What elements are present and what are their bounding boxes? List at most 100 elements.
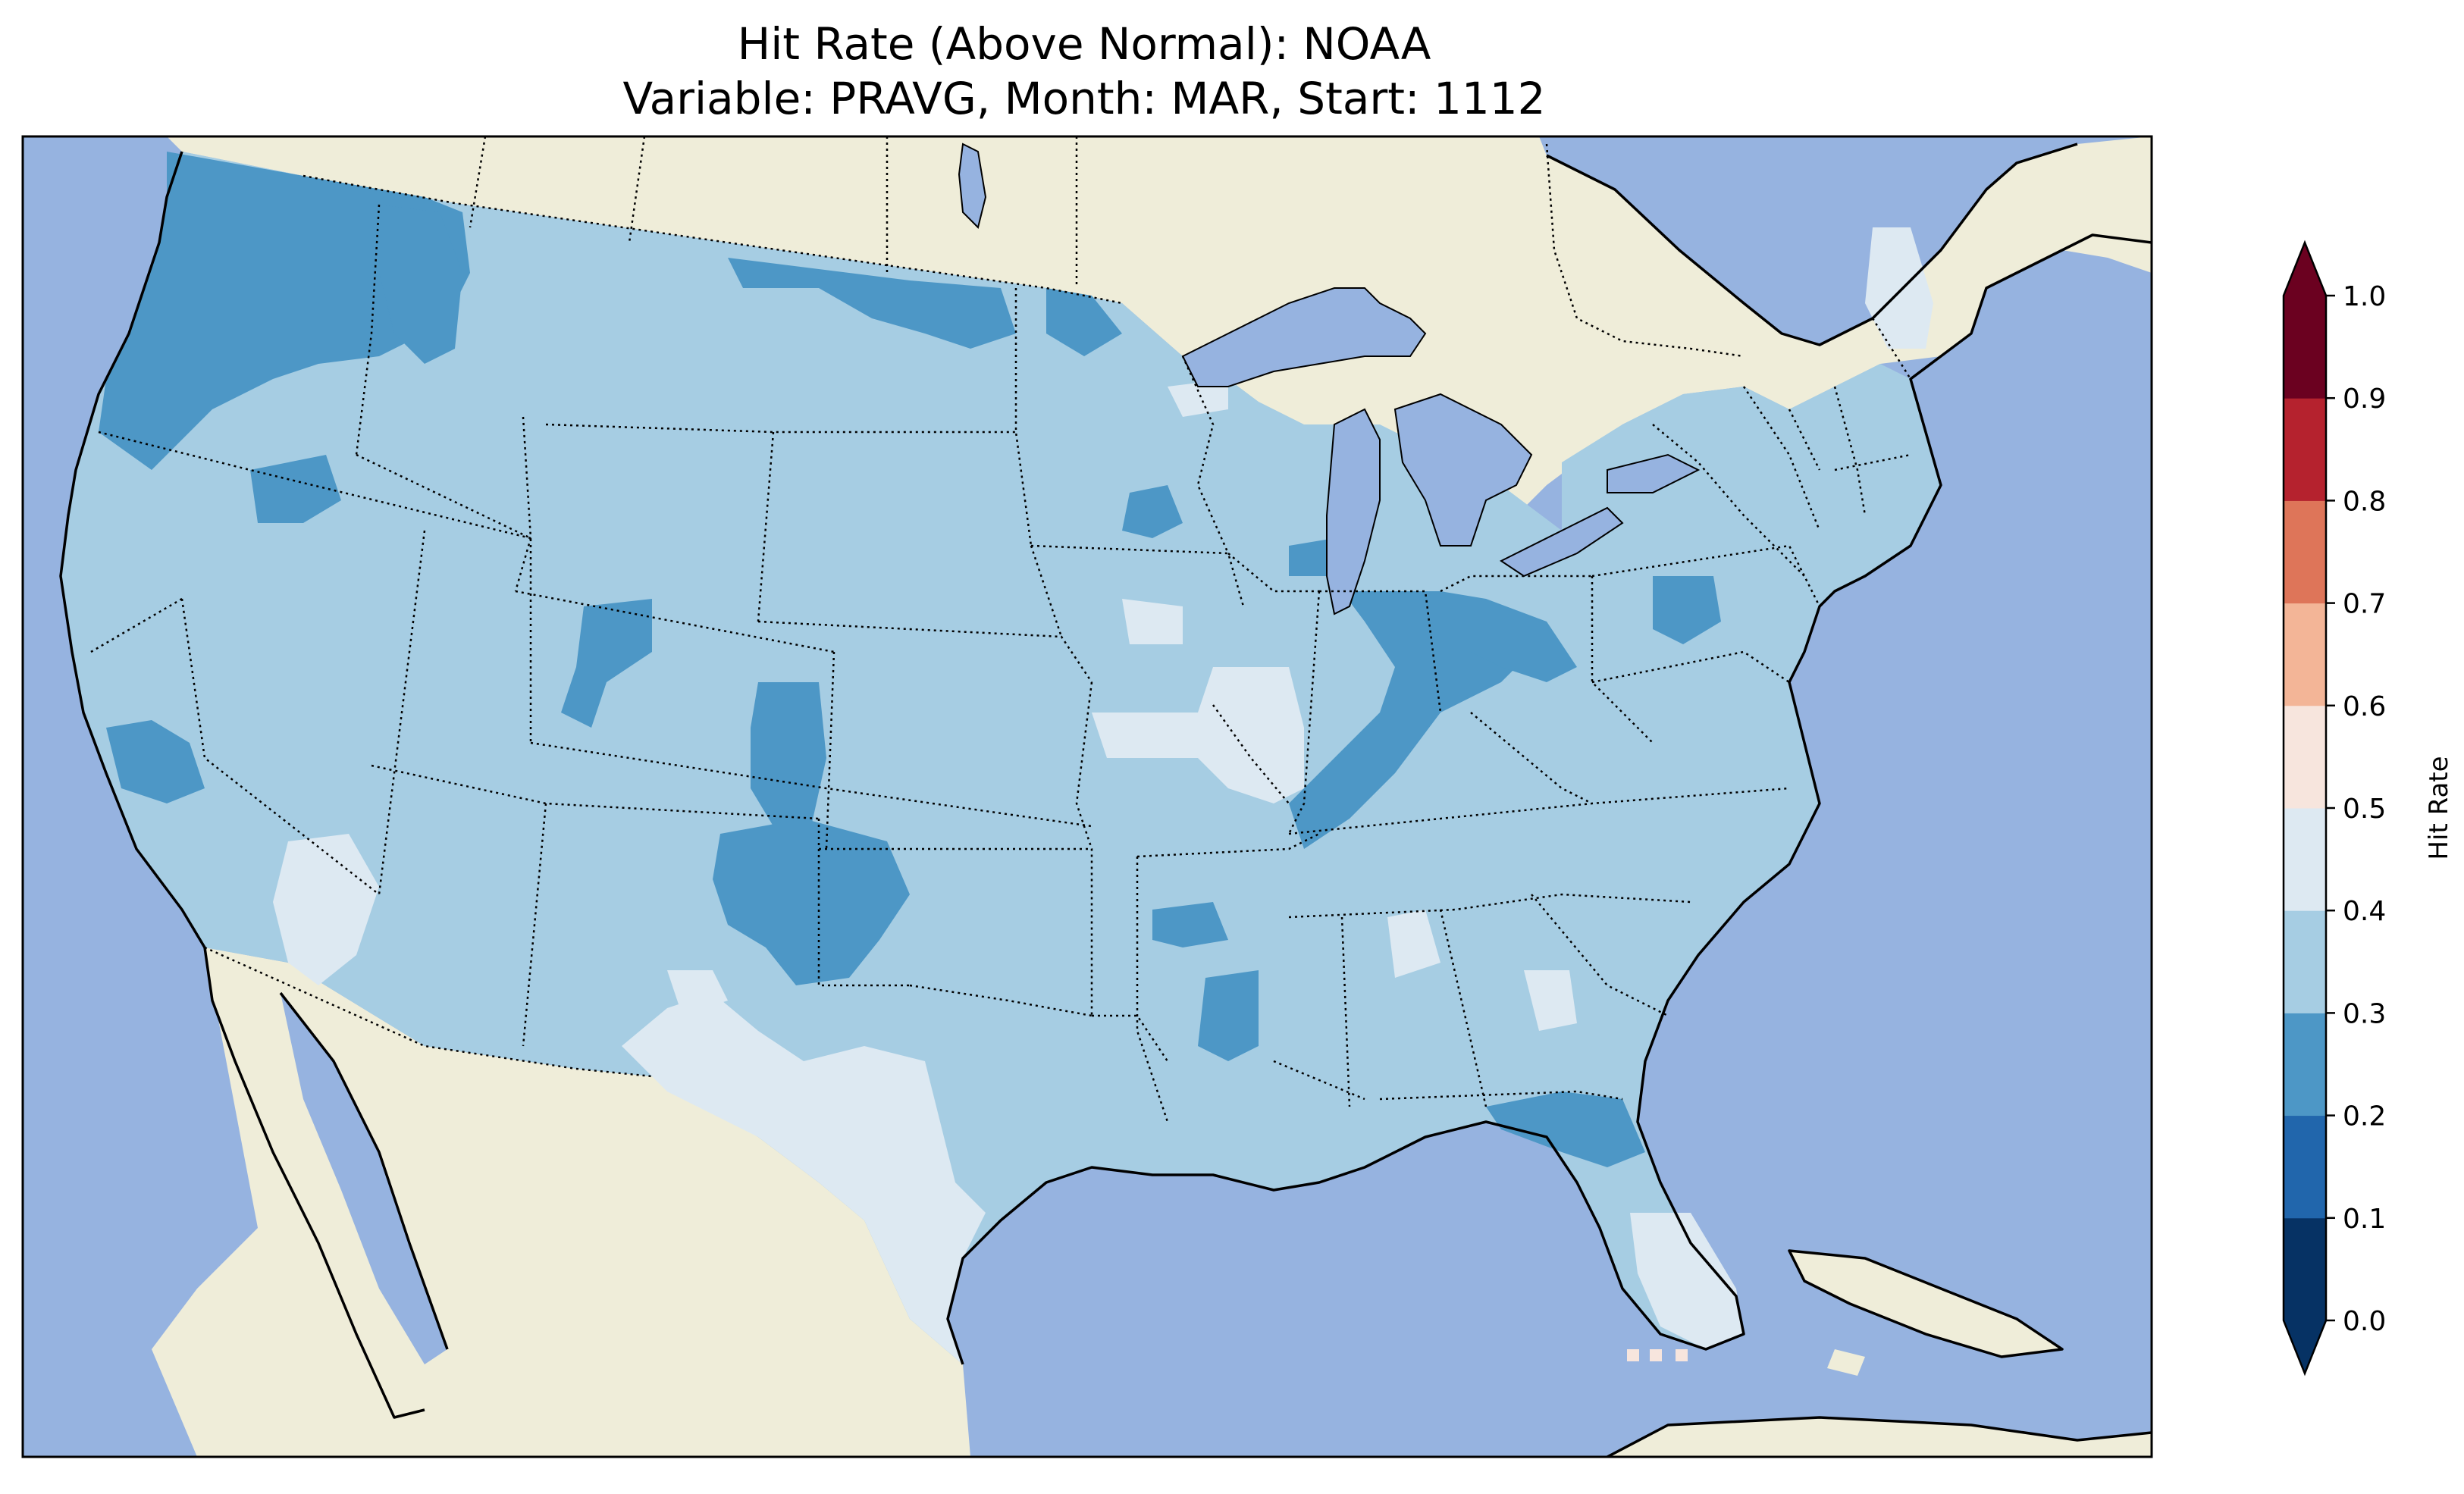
state-border [1136,857,1169,1123]
patch-missouri-light [1092,713,1198,758]
lake-huron [1393,393,1533,547]
colorbar-tick-label: 0.9 [2343,384,2386,415]
colorbar-bin [2284,808,2326,911]
state-border [1591,544,1821,607]
state-border [817,819,910,987]
patch-maine-light [1865,227,1933,349]
colorbar-tick-label: 1.0 [2343,281,2386,312]
patch-idaho-panhandle [379,205,462,364]
state-border [1273,1060,1365,1101]
patch-iowa-light [1122,599,1183,644]
patch-minnesota [1289,538,1334,576]
colorbar-tick-label: 0.1 [2343,1204,2386,1235]
patch-illinois-light [1198,667,1304,803]
map-title: Hit Rate (Above Normal): NOAA Variable: … [0,17,2168,126]
state-border [1136,832,1320,858]
state-border [545,423,1016,434]
patch-missouri-south [1152,902,1228,947]
patch-mississippi [1198,970,1259,1061]
colorbar-tick-label: 0.8 [2343,486,2386,517]
patch-north-dakota [1046,288,1122,356]
state-border [1030,545,1063,637]
patch-keys-3 [1676,1349,1688,1361]
patch-florida-light [1630,1213,1744,1349]
map-frame [21,135,2153,1458]
patch-georgia-light [1524,970,1577,1031]
patch-alabama-light [1387,910,1440,978]
colorbar-tick-label: 0.3 [2343,998,2386,1029]
patch-oregon-east [250,455,341,523]
state-border [757,431,775,622]
cuba-land [1789,1251,2062,1357]
patch-colorado [751,682,826,826]
state-border [356,453,532,743]
colorbar-tick-label: 0.4 [2343,896,2386,927]
colorbar-bins [2284,296,2326,1321]
patch-california-coast [106,720,205,803]
lake-superior [1181,287,1427,387]
patch-arizona-light [273,834,379,985]
colorbar-ticks: 0.0 0.1 0.2 0.3 0.4 0.5 0.6 0.7 0.8 0.9 1.0 [2326,281,2386,1337]
title-line-1: Hit Rate (Above Normal): NOAA [737,18,1431,70]
state-border [1288,893,1691,919]
patch-wyoming [561,599,652,728]
colorbar-tick-label: 0.2 [2343,1101,2386,1132]
state-border [1833,386,1867,516]
patch-pennsylvania [1653,576,1721,644]
state-border [530,741,1092,828]
cuba-coast [1788,1249,2064,1358]
patch-keys-2 [1650,1349,1662,1361]
lake-winnipeg [958,143,987,229]
state-border [1652,424,1805,577]
state-border [1181,355,1230,554]
state-border [355,204,381,456]
state-border [1470,712,1593,805]
state-border [825,651,835,850]
state-borders [90,136,1912,1123]
colorbar-extend-bottom [2284,1320,2326,1373]
lake-ontario [1607,453,1701,493]
colorbar-bin [2284,1217,2326,1321]
colorbar-bin [2284,398,2326,501]
state-border [1788,409,1821,471]
state-border [1287,590,1321,835]
state-border [1340,916,1351,1107]
canada-land [167,136,2152,614]
state-border [204,946,653,1078]
patch-new-mexico [713,819,910,985]
south-land [1607,1417,2152,1457]
state-border [1212,704,1290,804]
patch-michigan-light [1168,379,1228,417]
gulf-of-california [281,993,447,1364]
conus-field-base [61,152,1941,1364]
colorbar-label: Hit Rate [2424,756,2454,860]
colorbar-bin [2284,1013,2326,1117]
patch-indiana-kentucky [1289,591,1531,849]
lake-michigan [1326,408,1381,615]
baja-land [205,947,425,1417]
state-border [303,174,1123,305]
patch-montana-north [728,258,1016,349]
coastline [59,143,2152,1419]
state-border [757,620,1093,683]
patch-pacific-nw [99,152,470,470]
colorbar-bin [2284,705,2326,809]
patch-texas-light [622,993,986,1364]
state-border [1014,288,1033,547]
state-border [1834,453,1911,471]
state-border [522,803,547,1047]
state-border [1227,553,1319,593]
colorbar-tick-label: 0.0 [2343,1306,2386,1337]
colorbar-bin [2284,500,2326,604]
state-border [378,530,426,895]
patch-florida-panhandle [1486,1092,1645,1167]
colorbar-tick-label: 0.5 [2343,794,2386,825]
maritimes-land [2017,182,2152,273]
colorbar-bin [2284,603,2326,706]
patch-wisconsin [1122,485,1183,538]
south-coast [1607,1416,2152,1457]
patch-ohio [1440,591,1577,682]
colorbar-bin [2284,1115,2326,1219]
